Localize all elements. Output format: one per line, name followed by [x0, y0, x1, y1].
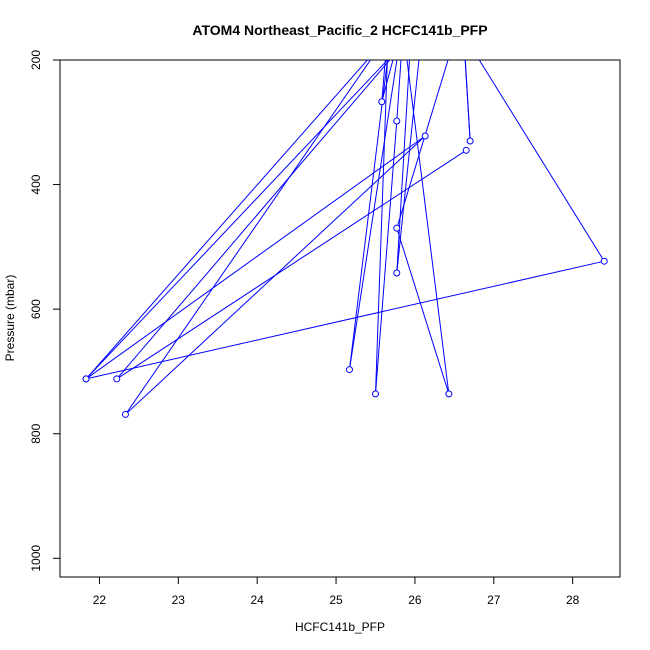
data-point [121, 410, 129, 418]
data-point [462, 146, 470, 154]
series-segment [396, 60, 420, 274]
data-point [345, 366, 353, 374]
y-tick-label: 600 [29, 299, 43, 319]
data-point [393, 269, 401, 277]
series-segment [464, 60, 471, 142]
series-segment [374, 121, 398, 394]
series-segment [125, 60, 372, 415]
series-segment [116, 60, 391, 380]
series-segment [396, 60, 402, 122]
series-segment [85, 135, 426, 380]
data-point [113, 375, 121, 383]
data-point [371, 390, 379, 398]
data-point [600, 257, 608, 265]
x-axis-label: HCFC141b_PFP [295, 620, 385, 634]
series-segment [396, 228, 450, 395]
x-tick-label: 28 [566, 593, 580, 607]
data-point [445, 390, 453, 398]
series-segment [348, 60, 398, 370]
data-point [378, 98, 386, 106]
data-point [393, 224, 401, 232]
y-tick-label: 800 [29, 423, 43, 443]
series-segment [85, 260, 605, 380]
x-tick-label: 25 [329, 593, 343, 607]
x-tick-label: 23 [172, 593, 186, 607]
chart-title: ATOM4 Northeast_Pacific_2 HCFC141b_PFP [192, 22, 487, 38]
series-segment [478, 60, 605, 262]
series-segment [116, 149, 467, 380]
series-segment [348, 60, 389, 370]
y-axis: 200 400 600 800 1000 [29, 50, 61, 572]
data-point [82, 375, 90, 383]
series-segment [396, 60, 449, 229]
series-segment [85, 60, 389, 380]
series-segment [396, 60, 411, 274]
series-segment [381, 60, 386, 102]
series-segment [85, 60, 369, 380]
x-tick-label: 22 [93, 593, 107, 607]
x-tick-label: 24 [251, 593, 265, 607]
data-point [421, 132, 429, 140]
series-segment [406, 60, 450, 394]
x-axis: 22 23 24 25 26 27 28 [93, 576, 580, 607]
y-tick-label: 1000 [29, 545, 43, 572]
y-tick-label: 200 [29, 50, 43, 70]
y-axis-label: Pressure (mbar) [3, 275, 17, 362]
y-tick-label: 400 [29, 174, 43, 194]
x-tick-label: 26 [408, 593, 422, 607]
plot-frame [59, 59, 621, 578]
data-point [466, 137, 474, 145]
x-tick-label: 27 [487, 593, 501, 607]
series-layer [85, 60, 605, 415]
data-point [393, 117, 401, 125]
points-layer [82, 98, 608, 418]
